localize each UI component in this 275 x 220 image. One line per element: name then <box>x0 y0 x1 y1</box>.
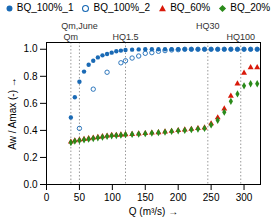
svg-text:Qm,June: Qm,June <box>61 21 98 31</box>
svg-text:0.0: 0.0 <box>24 179 38 190</box>
svg-text:HQ100: HQ100 <box>226 32 255 42</box>
html-text:BQ_100%_2: BQ_100%_2 <box>93 2 151 13</box>
svg-text:HQ30: HQ30 <box>196 21 220 31</box>
svg-text:0.4: 0.4 <box>24 125 38 136</box>
svg-text:0.2: 0.2 <box>24 152 38 163</box>
svg-text:Q (m³/s) →: Q (m³/s) → <box>129 206 178 217</box>
svg-text:200: 200 <box>170 192 187 203</box>
svg-text:Aw / Amax (-) →: Aw / Amax (-) → <box>7 77 18 150</box>
svg-text:250: 250 <box>203 192 220 203</box>
svg-text:Qm: Qm <box>64 32 79 42</box>
svg-text:0.8: 0.8 <box>24 71 38 82</box>
svg-text:HQ1.5: HQ1.5 <box>113 32 139 42</box>
svg-text:0: 0 <box>44 192 50 203</box>
svg-text:1.0: 1.0 <box>24 43 38 54</box>
html-text:BQ_20%: BQ_20% <box>230 2 271 13</box>
svg-text:150: 150 <box>137 192 154 203</box>
svg-text:50: 50 <box>74 192 86 203</box>
html-text:BQ_100%_1: BQ_100%_1 <box>16 2 74 13</box>
svg-text:300: 300 <box>236 192 253 203</box>
svg-text:100: 100 <box>104 192 121 203</box>
html-text:BQ_60%: BQ_60% <box>170 2 211 13</box>
svg-text:0.6: 0.6 <box>24 98 38 109</box>
